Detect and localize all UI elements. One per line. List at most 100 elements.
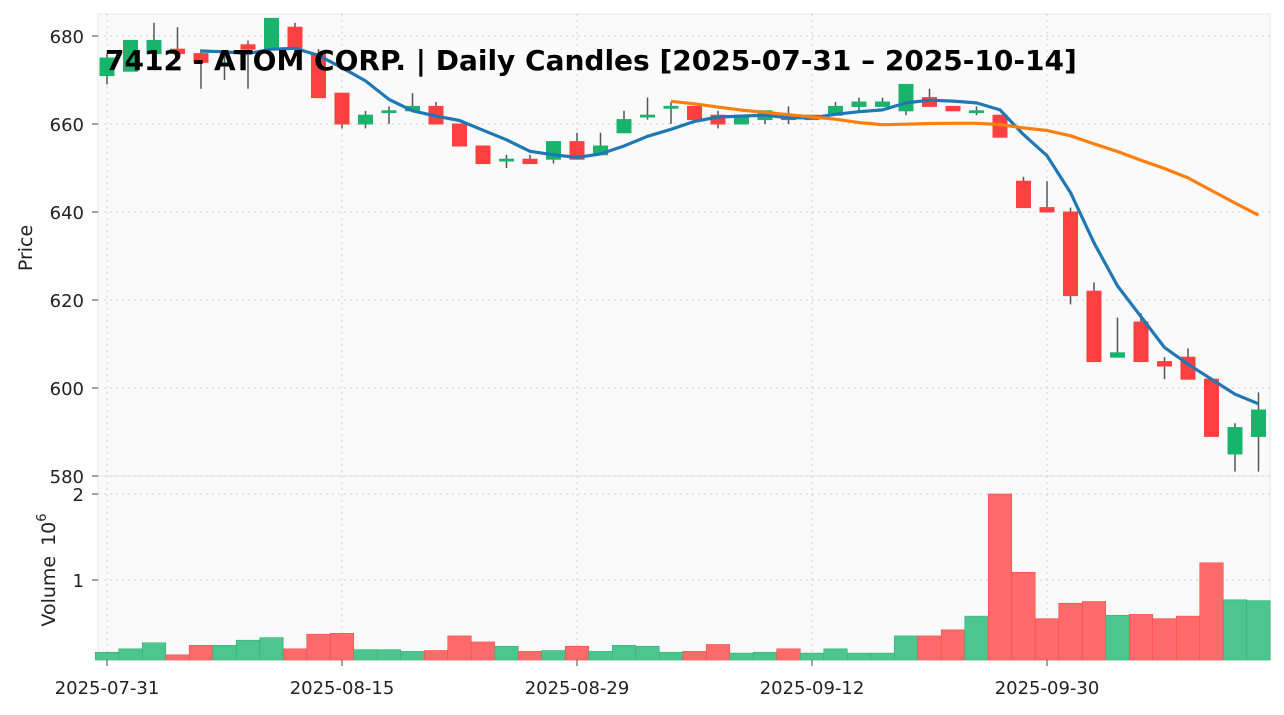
- x-tick-label: 2025-09-12: [760, 678, 865, 699]
- x-tick-label: 2025-08-29: [525, 678, 630, 699]
- candle-body: [1204, 378, 1219, 437]
- volume-bar: [118, 648, 143, 661]
- ma-5-line: [200, 46, 1260, 406]
- candle-body: [663, 105, 679, 109]
- candle-body: [522, 158, 538, 165]
- volume-bar: [635, 645, 660, 661]
- volume-bar: [870, 652, 895, 661]
- price-tick-label: 680: [50, 27, 84, 48]
- candle-body: [945, 105, 961, 112]
- candle-body: [311, 53, 326, 99]
- volume-bar: [682, 651, 707, 661]
- volume-bar: [447, 635, 472, 661]
- candle-body: [1133, 321, 1149, 363]
- candle-body: [1157, 361, 1172, 367]
- candle-body: [569, 141, 585, 160]
- moving-average-lines: [200, 46, 1260, 406]
- volume-bar: [165, 654, 190, 661]
- candle-body: [217, 61, 232, 65]
- candle-body: [358, 114, 373, 125]
- x-tick-label: 2025-07-31: [55, 678, 160, 699]
- volume-bar: [1222, 599, 1248, 661]
- volume-bar: [400, 651, 425, 661]
- candle-body: [640, 114, 655, 118]
- volume-bar: [188, 645, 214, 661]
- volume-bar: [564, 645, 590, 661]
- volume-bar: [259, 637, 284, 661]
- volume-bars: [94, 493, 1271, 661]
- volume-bar: [1246, 600, 1271, 661]
- volume-bar: [541, 650, 566, 661]
- candle-body: [1227, 427, 1243, 455]
- volume-bar: [588, 651, 613, 661]
- volume-bar: [987, 493, 1013, 661]
- candle-body: [875, 101, 890, 107]
- candle-body: [1110, 352, 1125, 358]
- volume-bar: [376, 649, 402, 661]
- volume-bar: [423, 650, 449, 661]
- candle-body: [616, 119, 632, 134]
- candle-body: [146, 39, 162, 55]
- chart-title: 7412 - ATOM CORP. | Daily Candles [2025-…: [105, 44, 1077, 77]
- volume-bar: [1128, 614, 1154, 661]
- volume-bar: [917, 635, 942, 661]
- candle-body: [334, 92, 350, 125]
- candle-body: [1063, 211, 1078, 297]
- candle-body: [1251, 409, 1266, 437]
- candle-body: [687, 105, 702, 121]
- volume-bar: [705, 644, 731, 661]
- price-tick-label: 620: [50, 291, 84, 312]
- axes: 580 600 620 640 660 680 1 2 2025-07-31 2025-08-15…: [50, 27, 1100, 699]
- volume-bar: [494, 645, 519, 661]
- ma-25-line: [670, 99, 1260, 217]
- volume-bar: [517, 651, 543, 661]
- volume-bar: [1152, 618, 1177, 661]
- volume-bar: [1034, 618, 1060, 661]
- volume-bar: [799, 652, 825, 661]
- volume-bar: [1199, 562, 1224, 661]
- candles: [99, 17, 1266, 472]
- price-tick-label: 600: [50, 379, 84, 400]
- candle-body: [452, 123, 467, 147]
- candle-body: [381, 110, 397, 114]
- volume-bar: [1081, 601, 1107, 661]
- volume-multiplier-base: 10: [38, 522, 60, 546]
- volume-bar: [776, 648, 801, 661]
- volume-bar: [329, 633, 355, 661]
- volume-bar: [611, 645, 637, 661]
- volume-bar: [964, 615, 989, 661]
- volume-bar: [1058, 602, 1083, 661]
- volume-axis-label: Volume 106: [35, 513, 60, 626]
- volume-tick-label: 1: [73, 571, 84, 592]
- volume-bar: [1011, 571, 1036, 661]
- volume-bar: [306, 633, 331, 661]
- volume-bar: [353, 649, 378, 661]
- candle-body: [475, 145, 491, 165]
- volume-bar: [1105, 614, 1130, 661]
- volume-label: Volume: [38, 556, 60, 627]
- y-axis-label: Price: [15, 225, 37, 271]
- candle-body: [170, 48, 185, 55]
- volume-bar: [1175, 615, 1201, 661]
- volume-bar: [893, 635, 919, 661]
- price-tick-label: 640: [50, 203, 84, 224]
- volume-bar: [141, 642, 167, 661]
- candle-body: [1016, 180, 1031, 209]
- volume-bar: [846, 652, 872, 661]
- candle-body: [1039, 207, 1055, 213]
- volume-multiplier-exp: 6: [35, 513, 50, 521]
- candle-body: [969, 110, 984, 114]
- volume-bar: [823, 648, 848, 661]
- volume-bar: [235, 639, 261, 661]
- volume-bar: [470, 641, 496, 661]
- price-tick-label: 660: [50, 115, 84, 136]
- volume-bar: [94, 651, 120, 661]
- candle-body: [240, 44, 256, 50]
- volume-bar: [752, 651, 778, 661]
- candle-body: [99, 57, 115, 77]
- volume-bar: [658, 651, 684, 661]
- volume-bar: [940, 629, 966, 661]
- candle-body: [1086, 290, 1102, 363]
- volume-bar: [282, 648, 308, 661]
- volume-bar: [212, 645, 237, 661]
